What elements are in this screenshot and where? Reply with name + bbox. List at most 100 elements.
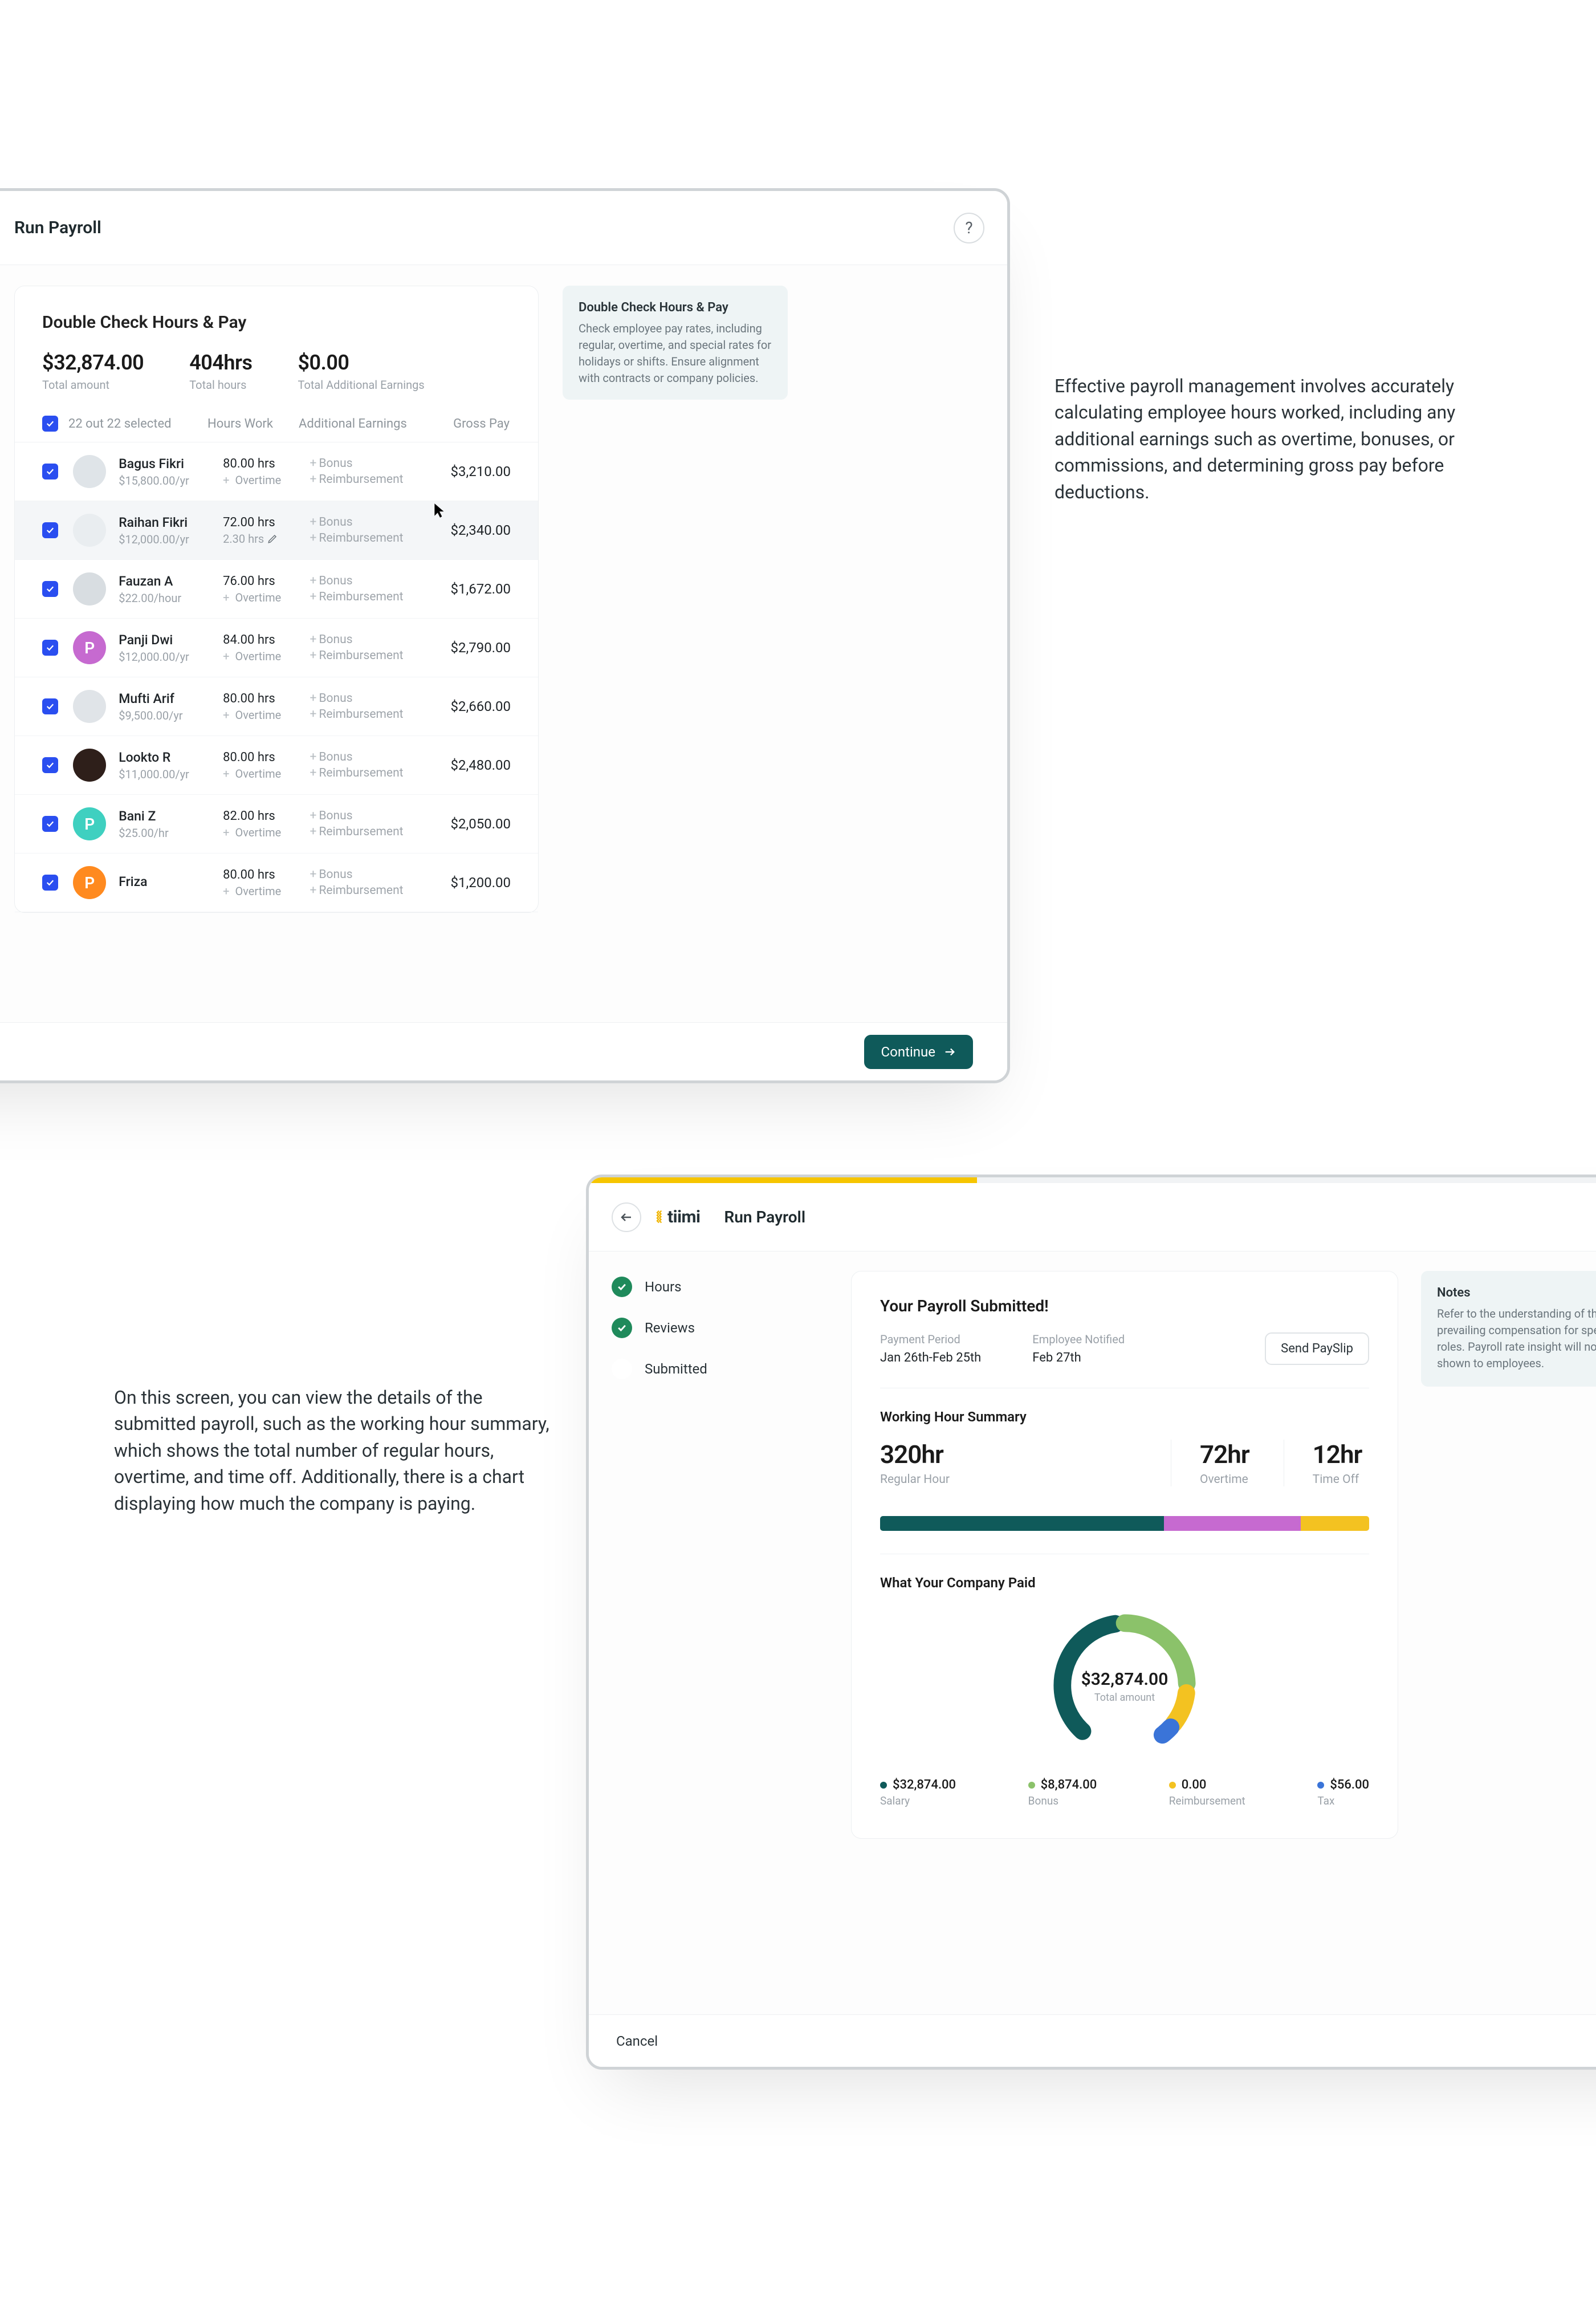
checkmark-icon — [612, 1318, 632, 1338]
gross-pay: $2,050.00 — [435, 816, 511, 832]
description-text-2: On this screen, you can view the details… — [114, 1384, 564, 1517]
notified-value: Feb 27th — [1032, 1351, 1125, 1365]
gross-pay: $2,480.00 — [435, 757, 511, 773]
send-payslip-button[interactable]: Send PaySlip — [1265, 1332, 1369, 1365]
step-submitted[interactable]: Submitted — [612, 1359, 828, 1379]
employee-name: Fauzan A — [119, 574, 223, 589]
employee-row[interactable]: Mufti Arif$9,500.00/yr 80.00 hrs+Overtim… — [15, 677, 538, 736]
employee-row[interactable]: Raihan Fikri$12,000.00/yr 72.00 hrs2.30 … — [15, 501, 538, 560]
step-label: Reviews — [645, 1320, 695, 1336]
hours-value: 80.00 hrs — [223, 868, 310, 882]
check-hours-panel: Double Check Hours & Pay $32,874.00 Tota… — [14, 286, 539, 913]
employee-rate: $11,000.00/yr — [119, 767, 223, 781]
aside-desc: Check employee pay rates, including regu… — [579, 320, 772, 387]
continue-button[interactable]: Continue — [864, 1035, 973, 1069]
step-hours[interactable]: Hours — [612, 1277, 828, 1297]
avatar: P — [73, 807, 106, 840]
employee-name: Bani Z — [119, 808, 223, 824]
total-hours: 404hrs — [189, 351, 252, 375]
row-checkbox[interactable] — [42, 640, 58, 656]
legend-item: $32,874.00Salary — [880, 1778, 956, 1807]
window-header: ⧛ tiimi Run Payroll — [589, 1183, 1596, 1251]
total-hours-label: Total hours — [189, 378, 252, 392]
select-all-checkbox[interactable] — [42, 416, 58, 432]
col-gross: Gross Pay — [430, 417, 510, 431]
gauge-total: $32,874.00 — [1081, 1669, 1168, 1689]
period-label: Payment Period — [880, 1332, 981, 1346]
add-reimbursement-button[interactable]: +Reimbursement — [310, 708, 435, 721]
hours-value: 80.00 hrs — [223, 692, 310, 706]
employee-row[interactable]: Fauzan A$22.00/hour 76.00 hrs+Overtime +… — [15, 560, 538, 619]
employee-row[interactable]: P Panji Dwi$12,000.00/yr 84.00 hrs+Overt… — [15, 619, 538, 677]
checkmark-icon — [612, 1277, 632, 1297]
steps-sidebar: Hours Reviews Submitted — [612, 1271, 828, 1839]
add-bonus-button[interactable]: +Bonus — [310, 633, 435, 647]
add-reimbursement-button[interactable]: +Reimbursement — [310, 649, 435, 663]
employee-name: Raihan Fikri — [119, 515, 223, 530]
notified-label: Employee Notified — [1032, 1332, 1125, 1346]
avatar — [73, 572, 106, 606]
summary-panel: Your Payroll Submitted! Payment Period J… — [851, 1271, 1398, 1839]
add-bonus-button[interactable]: +Bonus — [310, 692, 435, 705]
add-reimbursement-button[interactable]: +Reimbursement — [310, 531, 435, 545]
gross-pay: $1,200.00 — [435, 875, 511, 891]
row-checkbox[interactable] — [42, 698, 58, 714]
add-bonus-button[interactable]: +Bonus — [310, 515, 435, 529]
add-bonus-button[interactable]: +Bonus — [310, 574, 435, 588]
add-reimbursement-button[interactable]: +Reimbursement — [310, 884, 435, 897]
window-footer: Cancel — [589, 2014, 1596, 2067]
hours-value: 72.00 hrs — [223, 515, 310, 530]
gross-pay: $2,660.00 — [435, 698, 511, 714]
hours-bar-chart — [880, 1516, 1369, 1531]
add-reimbursement-button[interactable]: +Reimbursement — [310, 766, 435, 780]
employee-row[interactable]: P Friza 80.00 hrs+Overtime +Bonus +Reimb… — [15, 854, 538, 912]
back-button[interactable] — [612, 1202, 641, 1232]
employee-row[interactable]: P Bani Z$25.00/hr 82.00 hrs+Overtime +Bo… — [15, 795, 538, 854]
avatar: P — [73, 866, 106, 899]
gross-pay: $1,672.00 — [435, 581, 511, 597]
add-bonus-button[interactable]: +Bonus — [310, 457, 435, 470]
avatar — [73, 749, 106, 782]
add-reimbursement-button[interactable]: +Reimbursement — [310, 473, 435, 486]
notes-title: Notes — [1437, 1286, 1596, 1300]
row-checkbox[interactable] — [42, 464, 58, 479]
notes-desc: Refer to the understanding of the prevai… — [1437, 1306, 1596, 1372]
add-reimbursement-button[interactable]: +Reimbursement — [310, 590, 435, 604]
hours-value: 80.00 hrs — [223, 457, 310, 471]
timeoff-label: Time Off — [1313, 1473, 1362, 1486]
row-checkbox[interactable] — [42, 757, 58, 773]
row-checkbox[interactable] — [42, 875, 58, 891]
add-bonus-button[interactable]: +Bonus — [310, 809, 435, 823]
selected-count: 22 out 22 selected — [68, 417, 172, 431]
paid-legend: $32,874.00Salary$8,874.00Bonus0.00Reimbu… — [880, 1778, 1369, 1807]
gauge-chart: $32,874.00 Total amount — [880, 1606, 1369, 1765]
hours-value: 84.00 hrs — [223, 633, 310, 647]
overtime-label: Overtime — [1200, 1473, 1249, 1486]
help-button[interactable]: ? — [954, 213, 984, 243]
employee-rate: $12,000.00/yr — [119, 650, 223, 664]
add-reimbursement-button[interactable]: +Reimbursement — [310, 825, 435, 839]
add-bonus-button[interactable]: +Bonus — [310, 750, 435, 764]
continue-label: Continue — [881, 1044, 935, 1060]
employee-name: Lookto R — [119, 750, 223, 765]
row-checkbox[interactable] — [42, 581, 58, 597]
info-aside: Double Check Hours & Pay Check employee … — [563, 286, 788, 400]
employee-name: Bagus Fikri — [119, 456, 223, 472]
employee-name: Mufti Arif — [119, 691, 223, 706]
avatar — [73, 690, 106, 723]
step-reviews[interactable]: Reviews — [612, 1318, 828, 1338]
employee-rate: $9,500.00/yr — [119, 709, 223, 722]
cancel-button[interactable]: Cancel — [616, 2033, 658, 2049]
description-text-1: Effective payroll management involves ac… — [1054, 373, 1488, 505]
payroll-submitted-window: ⧛ tiimi Run Payroll Hours Reviews Submit… — [586, 1175, 1596, 2070]
gross-pay: $3,210.00 — [435, 464, 511, 479]
edit-icon[interactable] — [267, 534, 278, 544]
employee-row[interactable]: Lookto R$11,000.00/yr 80.00 hrs+Overtime… — [15, 736, 538, 795]
hours-value: 80.00 hrs — [223, 750, 310, 765]
col-earnings: Additional Earnings — [299, 417, 430, 431]
row-checkbox[interactable] — [42, 816, 58, 832]
row-checkbox[interactable] — [42, 522, 58, 538]
timeoff-hours: 12hr — [1313, 1440, 1362, 1469]
employee-row[interactable]: Bagus Fikri$15,800.00/yr 80.00 hrs+Overt… — [15, 442, 538, 501]
add-bonus-button[interactable]: +Bonus — [310, 868, 435, 881]
